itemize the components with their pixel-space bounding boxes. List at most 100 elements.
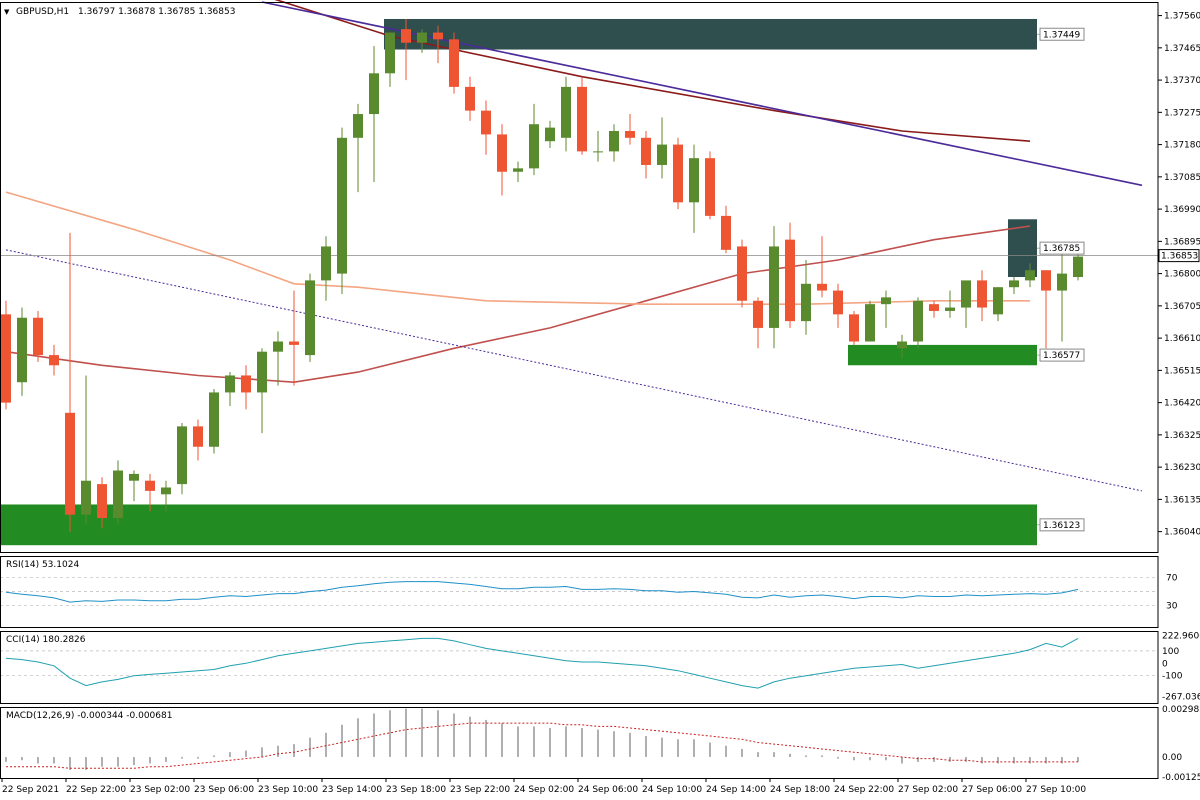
current-price-label: 1.36853 [1161,252,1198,262]
candle-body[interactable] [481,110,491,135]
price-zone [384,18,1037,50]
candle-body[interactable] [801,283,811,322]
time-axis-label: 24 Sep 22:00 [834,785,894,795]
time-axis-label: 27 Sep 10:00 [1026,785,1086,795]
candle-body[interactable] [337,137,347,274]
axis-layer: 1.37560 1.37465 1.37370 1.37275 1.37180 1.370… [1,12,1200,795]
candle-body[interactable] [625,131,635,138]
candle-body[interactable] [929,304,939,311]
time-axis-label: 23 Sep 02:00 [130,785,190,795]
candle-body[interactable] [593,151,603,153]
rsi-axis-label: 30 [1166,602,1178,612]
candle-body[interactable] [1025,270,1035,281]
candle-body[interactable] [1041,270,1051,291]
candle-body[interactable] [257,351,267,393]
candle-body[interactable] [641,137,651,165]
candle-body[interactable] [689,158,699,203]
candle-body[interactable] [897,341,907,349]
candle-body[interactable] [177,426,187,485]
candle-body[interactable] [113,470,123,519]
time-axis-label: 24 Sep 02:00 [514,785,574,795]
candle-body[interactable] [673,144,683,203]
candle-body[interactable] [321,246,331,281]
candle-body[interactable] [513,168,523,172]
candle-body[interactable] [721,215,731,250]
candle-body[interactable] [1073,256,1083,277]
candle-body[interactable] [225,375,235,393]
candle-body[interactable] [65,412,75,515]
candle-body[interactable] [145,480,155,491]
collapse-triangle-icon[interactable]: ▼ [4,8,10,16]
subwindow-layer [0,576,1158,770]
candle-body[interactable] [289,341,299,345]
candle-body[interactable] [529,124,539,169]
candle-body[interactable] [753,300,763,328]
candle-body[interactable] [945,307,955,311]
price-axis-label: 1.36990 [1164,205,1200,215]
time-axis-label: 24 Sep 06:00 [578,785,638,795]
candle-body[interactable] [737,246,747,301]
candle-body[interactable] [865,304,875,342]
time-axis-label: 23 Sep 14:00 [322,785,382,795]
candle-body[interactable] [17,317,27,383]
candle-body[interactable] [881,297,891,305]
zone-price-label: 1.37449 [1043,30,1080,40]
macd-axis-label: 0.002983 [1162,705,1200,715]
candle-body[interactable] [353,114,363,138]
candle-body[interactable] [465,86,475,111]
candle-body[interactable] [993,287,1003,315]
candle-body[interactable] [193,426,203,447]
time-axis-label: 24 Sep 10:00 [642,785,702,795]
candle-body[interactable] [449,39,459,87]
candle-body[interactable] [97,484,107,519]
candle-body[interactable] [1,314,11,403]
candle-body[interactable] [961,280,971,308]
candle-body[interactable] [817,283,827,291]
candle-body[interactable] [49,355,59,366]
dashed-trendline [5,249,1143,492]
candle-body[interactable] [1057,273,1067,291]
candle-body[interactable] [977,280,987,308]
candle-body[interactable] [369,73,379,115]
zone-price-tag [1039,518,1085,532]
candle-body[interactable] [161,487,171,495]
candle-layer[interactable] [1,18,1083,532]
candle-body[interactable] [657,144,667,165]
candle-body[interactable] [769,246,779,328]
candle-body[interactable] [273,341,283,352]
price-axis-label: 1.37275 [1164,108,1200,118]
cci-line [5,637,1079,689]
time-axis-label: 24 Sep 14:00 [706,785,766,795]
price-axis-label: 1.36230 [1164,463,1200,473]
candle-body[interactable] [833,290,843,315]
candle-body[interactable] [129,473,139,481]
price-axis-label: 1.36420 [1164,399,1200,409]
macd-pane-frame [0,707,1159,779]
candle-body[interactable] [561,86,571,138]
candle-body[interactable] [849,314,859,342]
candle-body[interactable] [705,158,715,216]
candle-body[interactable] [33,317,43,356]
chart-header: ▼ GBPUSD,H1 1.36797 1.36878 1.36785 1.36… [4,7,235,17]
candle-body[interactable] [209,392,219,447]
candle-body[interactable] [417,32,427,43]
cci-axis-label: 0 [1162,659,1168,669]
price-axis-label: 1.36040 [1164,528,1200,538]
candle-body[interactable] [385,32,395,74]
candle-body[interactable] [497,134,507,172]
cci-axis-label: -267.0365 [1162,692,1200,702]
candle-body[interactable] [609,131,619,152]
candle-body[interactable] [545,127,555,142]
time-axis-label: 22 Sep 2021 [2,785,59,795]
candle-body[interactable] [1009,280,1019,288]
candle-body[interactable] [401,29,411,43]
candle-body[interactable] [913,300,923,342]
candle-body[interactable] [241,375,251,393]
candle-body[interactable] [305,280,315,356]
candle-body[interactable] [81,480,91,515]
candle-body[interactable] [785,239,795,322]
price-axis-label: 1.36135 [1164,495,1200,505]
candle-body[interactable] [577,86,587,152]
candle-body[interactable] [433,32,443,40]
